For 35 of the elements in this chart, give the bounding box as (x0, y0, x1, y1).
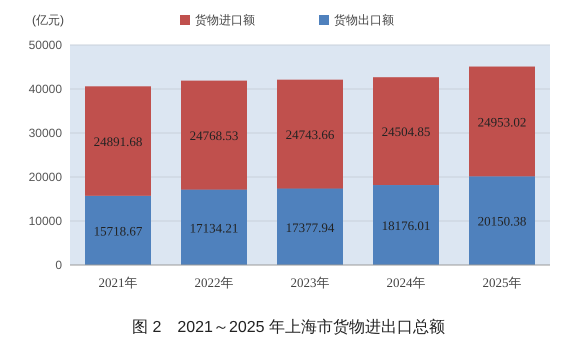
y-tick-label: 0 (55, 258, 62, 272)
x-tick-label: 2021年 (98, 275, 138, 290)
y-axis-title: (亿元) (32, 13, 64, 27)
data-label: 24891.68 (94, 134, 142, 150)
y-tick-label: 40000 (28, 82, 62, 96)
data-label: 24504.85 (382, 124, 430, 140)
bar (373, 185, 439, 265)
bar (85, 86, 151, 196)
data-label: 17134.21 (190, 220, 238, 236)
text: 图 2 2021～2025 年上海市货物进出口总额 (132, 318, 445, 336)
data-label: 24743.66 (286, 127, 335, 142)
y-tick-label: 50000 (28, 38, 62, 52)
bar (469, 176, 535, 265)
bar (277, 188, 343, 265)
x-tick-label: 2023年 (290, 275, 330, 290)
x-tick-label: 2022年 (194, 275, 234, 290)
data-label: 24768.53 (190, 128, 238, 144)
data-label: 18176.01 (382, 218, 430, 234)
legend-label: 货物出口额 (334, 13, 394, 27)
y-tick-label: 20000 (28, 170, 62, 184)
x-tick-label: 2025年 (482, 275, 522, 290)
data-label: 15718.67 (94, 223, 143, 238)
x-tick-label: 2024年 (386, 275, 426, 290)
legend-label: 货物进口额 (195, 13, 255, 27)
data-label: 17377.94 (286, 220, 335, 235)
y-tick-label: 30000 (28, 126, 62, 140)
bar (469, 66, 535, 176)
data-label: 24953.02 (478, 114, 526, 130)
bar (277, 80, 343, 189)
bar (181, 190, 247, 265)
data-label: 20150.38 (478, 214, 526, 229)
bar (85, 196, 151, 265)
bar (373, 77, 439, 186)
y-tick-label: 10000 (28, 214, 62, 228)
bar (181, 80, 247, 190)
